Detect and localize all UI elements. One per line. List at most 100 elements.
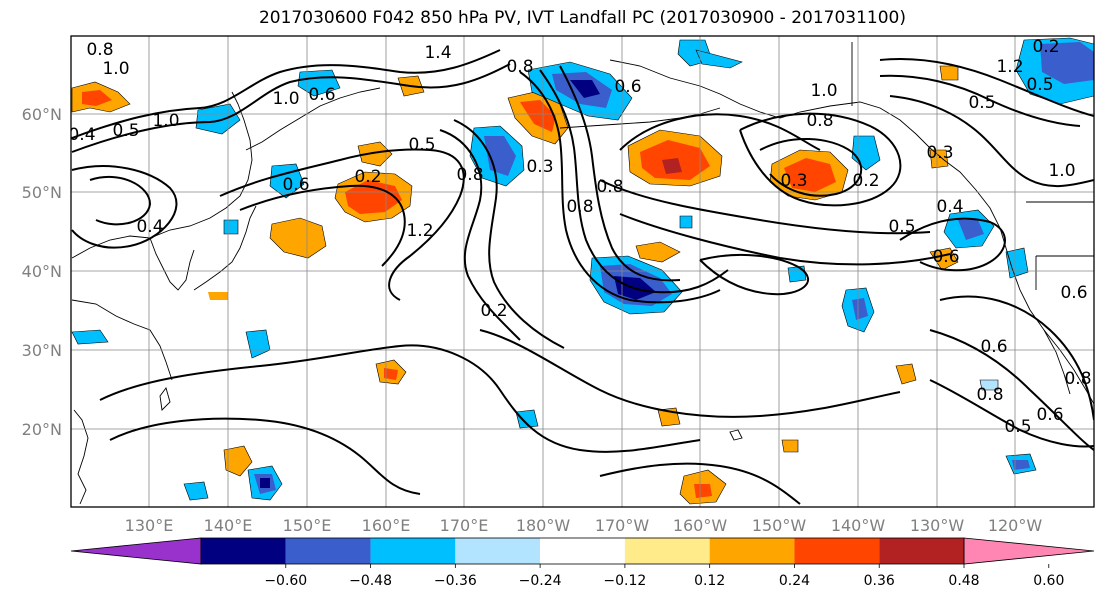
negative-anomaly [71, 329, 109, 345]
positive-anomaly [635, 241, 681, 263]
contour-label: 0.5 [112, 121, 139, 141]
map-title: 2017030600 F042 850 hPa PV, IVT Landfall… [258, 8, 906, 28]
colorbar-extend-max [963, 537, 1095, 565]
colorbar: −0.60 −0.48 −0.36 −0.24 −0.12 0.12 0.24 0.36 0.4… [70, 537, 1095, 589]
colorbar-swatch [624, 538, 710, 564]
positive-anomaly [781, 439, 799, 453]
colorbar-extend-min [70, 537, 202, 565]
lat-tick-label: 40°N [22, 262, 62, 281]
coastline-kamchatka [245, 87, 381, 151]
contour-label: 0.4 [936, 197, 963, 217]
contour-label: 0.3 [926, 143, 953, 163]
contour-label: 0.5 [408, 135, 435, 155]
negative-anomaly [269, 163, 305, 199]
coastline-korea [149, 237, 195, 291]
contour-label: 0.8 [596, 177, 623, 197]
contour-label: 0.3 [780, 171, 807, 191]
contour-label: 1.4 [424, 43, 451, 63]
coastline-asia [71, 91, 253, 259]
lat-tick-label: 50°N [22, 183, 62, 202]
colorbar-swatch [370, 538, 456, 564]
contour-label: 0.4 [136, 217, 163, 237]
contour-label: 0.6 [1036, 405, 1063, 425]
latitude-axis: 60°N 50°N 40°N 30°N 20°N [22, 105, 62, 439]
colorbar-swatch [879, 538, 964, 564]
colorbar-tick-label: −0.12 [603, 573, 646, 589]
contour-label: 0.5 [888, 217, 915, 237]
contour-layer [71, 49, 1094, 505]
contour-label: 0.5 [968, 93, 995, 113]
contour-label: 0.8 [806, 111, 833, 131]
contour-label: 1.0 [810, 81, 837, 101]
positive-anomaly [82, 90, 112, 106]
contour-label: 0.5 [1004, 417, 1031, 437]
colorbar-swatch [540, 538, 625, 564]
lon-tick-label: 150°W [752, 516, 807, 535]
negative-anomaly [787, 265, 807, 283]
lon-tick-label: 120°W [988, 516, 1043, 535]
colorbar-tick-label: 0.48 [948, 573, 979, 589]
colorbar-tick-label: −0.60 [264, 573, 307, 589]
coastline-hawaii [729, 429, 743, 441]
negative-anomaly [851, 135, 881, 171]
lon-tick-label: 180°W [516, 516, 571, 535]
contour-label: 0.6 [980, 337, 1007, 357]
contour-label: 0.5 [1026, 75, 1053, 95]
positive-anomaly [895, 363, 917, 385]
negative-anomaly [1005, 247, 1029, 279]
positive-anomaly [939, 65, 959, 81]
negative-anomaly [245, 329, 271, 359]
contour-label: 0.2 [852, 171, 879, 191]
contour-label-layer: 0.81.00.4 0.5 1.00.61.01.40.80.50.20.40.6 0… [68, 37, 1092, 437]
colorbar-tick-label: 0.12 [694, 573, 725, 589]
contour-label: 0.2 [480, 301, 507, 321]
lon-tick-label: 150°E [283, 516, 332, 535]
positive-anomaly [384, 368, 398, 380]
lon-tick-label: 170°W [595, 516, 650, 535]
colorbar-swatch [455, 538, 541, 564]
contour-label: 0.8 [456, 165, 483, 185]
negative-anomaly [484, 136, 516, 176]
colorbar-swatch [794, 538, 880, 564]
colorbar-tick-label: 0.36 [864, 573, 895, 589]
contour-label: 0.8 [506, 57, 533, 77]
contour-label: 0.8 [86, 40, 113, 60]
contour-label: 1.2 [996, 57, 1023, 77]
lon-tick-label: 170°E [440, 516, 489, 535]
map-panel: 0.81.00.4 0.5 1.00.61.01.40.80.50.20.40.6 0… [68, 36, 1094, 507]
contour-label: 0.2 [354, 167, 381, 187]
negative-anomaly [1012, 460, 1030, 470]
lon-tick-label: 130°E [125, 516, 174, 535]
coastline-philippines [73, 409, 89, 505]
contour-label: 0.8 [1064, 369, 1091, 389]
coastline-taiwan [159, 387, 171, 411]
positive-anomaly [208, 292, 228, 300]
lat-tick-label: 30°N [22, 341, 62, 360]
map-frame [70, 35, 1095, 508]
positive-anomaly [694, 484, 712, 498]
coastline-baja [1043, 329, 1071, 395]
negative-anomaly [515, 409, 539, 429]
colorbar-swatch [709, 538, 795, 564]
colorbar-tick-label: 0.60 [1033, 573, 1064, 589]
positive-anomaly [345, 180, 402, 214]
contour-label: 0.6 [932, 247, 959, 267]
positive-anomaly [784, 158, 836, 192]
contour-label: 0.6 [1060, 283, 1087, 303]
lon-tick-label: 160°W [673, 516, 728, 535]
negative-anomaly [570, 80, 600, 98]
negative-anomaly [852, 298, 868, 320]
lon-tick-label: 160°E [362, 516, 411, 535]
negative-anomaly [979, 379, 999, 391]
contour-label: 0.6 [282, 175, 309, 195]
colorbar-tick-label: 0.24 [779, 573, 810, 589]
longitude-axis: 130°E 140°E 150°E 160°E 170°E 180°W 170°W 160°W… [125, 516, 1043, 535]
lon-tick-label: 140°W [831, 516, 886, 535]
contour-label: 1.0 [102, 59, 129, 79]
colorbar-tick-label: −0.24 [519, 573, 562, 589]
contour-label: 0.4 [68, 125, 95, 145]
positive-anomaly [223, 445, 253, 477]
colorbar-swatch [285, 538, 371, 564]
negative-anomaly [1040, 42, 1094, 84]
